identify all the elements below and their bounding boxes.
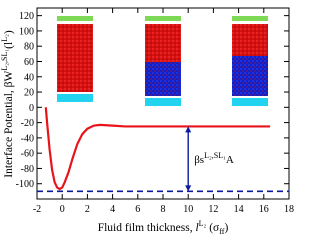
y-tick-label: -100 <box>16 179 34 190</box>
x-tick-label: 8 <box>161 204 166 215</box>
x-tick-label: 18 <box>284 204 294 215</box>
y-tick-label: 20 <box>24 88 34 99</box>
y-tick-label: -60 <box>21 149 34 160</box>
x-tick-label: 14 <box>234 204 244 215</box>
x-tick-label: 2 <box>85 204 90 215</box>
annotation: βsL₂,SL₁A <box>194 151 234 166</box>
x-axis-label: Fluid film thickness, lL₂ (σff) <box>98 219 229 236</box>
snapshot <box>232 16 268 106</box>
line <box>44 107 271 191</box>
y-tick-label: 100 <box>19 26 34 37</box>
arrow-head <box>185 185 192 192</box>
y-tick-label: 60 <box>24 57 34 68</box>
y-axis-label: Interface Potential, βWL₂,SL₁(lL₂) <box>0 30 15 178</box>
x-tick-label: 16 <box>259 204 269 215</box>
x-tick-label: 12 <box>208 204 218 215</box>
snapshot <box>57 16 93 102</box>
arrow-head <box>185 126 192 133</box>
y-tick-label: -40 <box>21 133 34 144</box>
y-tick-label: -80 <box>21 164 34 175</box>
y-tick-label: 0 <box>29 103 34 114</box>
snapshot <box>145 16 181 106</box>
y-tick-label: 80 <box>24 42 34 53</box>
x-tick-label: 10 <box>183 204 193 215</box>
y-tick-label: -20 <box>21 118 34 129</box>
x-tick-label: -2 <box>33 204 41 215</box>
x-tick-label: 6 <box>135 204 140 215</box>
y-tick-label: 120 <box>19 11 34 22</box>
x-tick-label: 0 <box>60 204 65 215</box>
chart: Fluid film thickness, lL₂ (σff) Interfac… <box>0 7 294 236</box>
x-tick-label: 4 <box>110 204 115 215</box>
y-tick-label: 40 <box>24 72 34 83</box>
